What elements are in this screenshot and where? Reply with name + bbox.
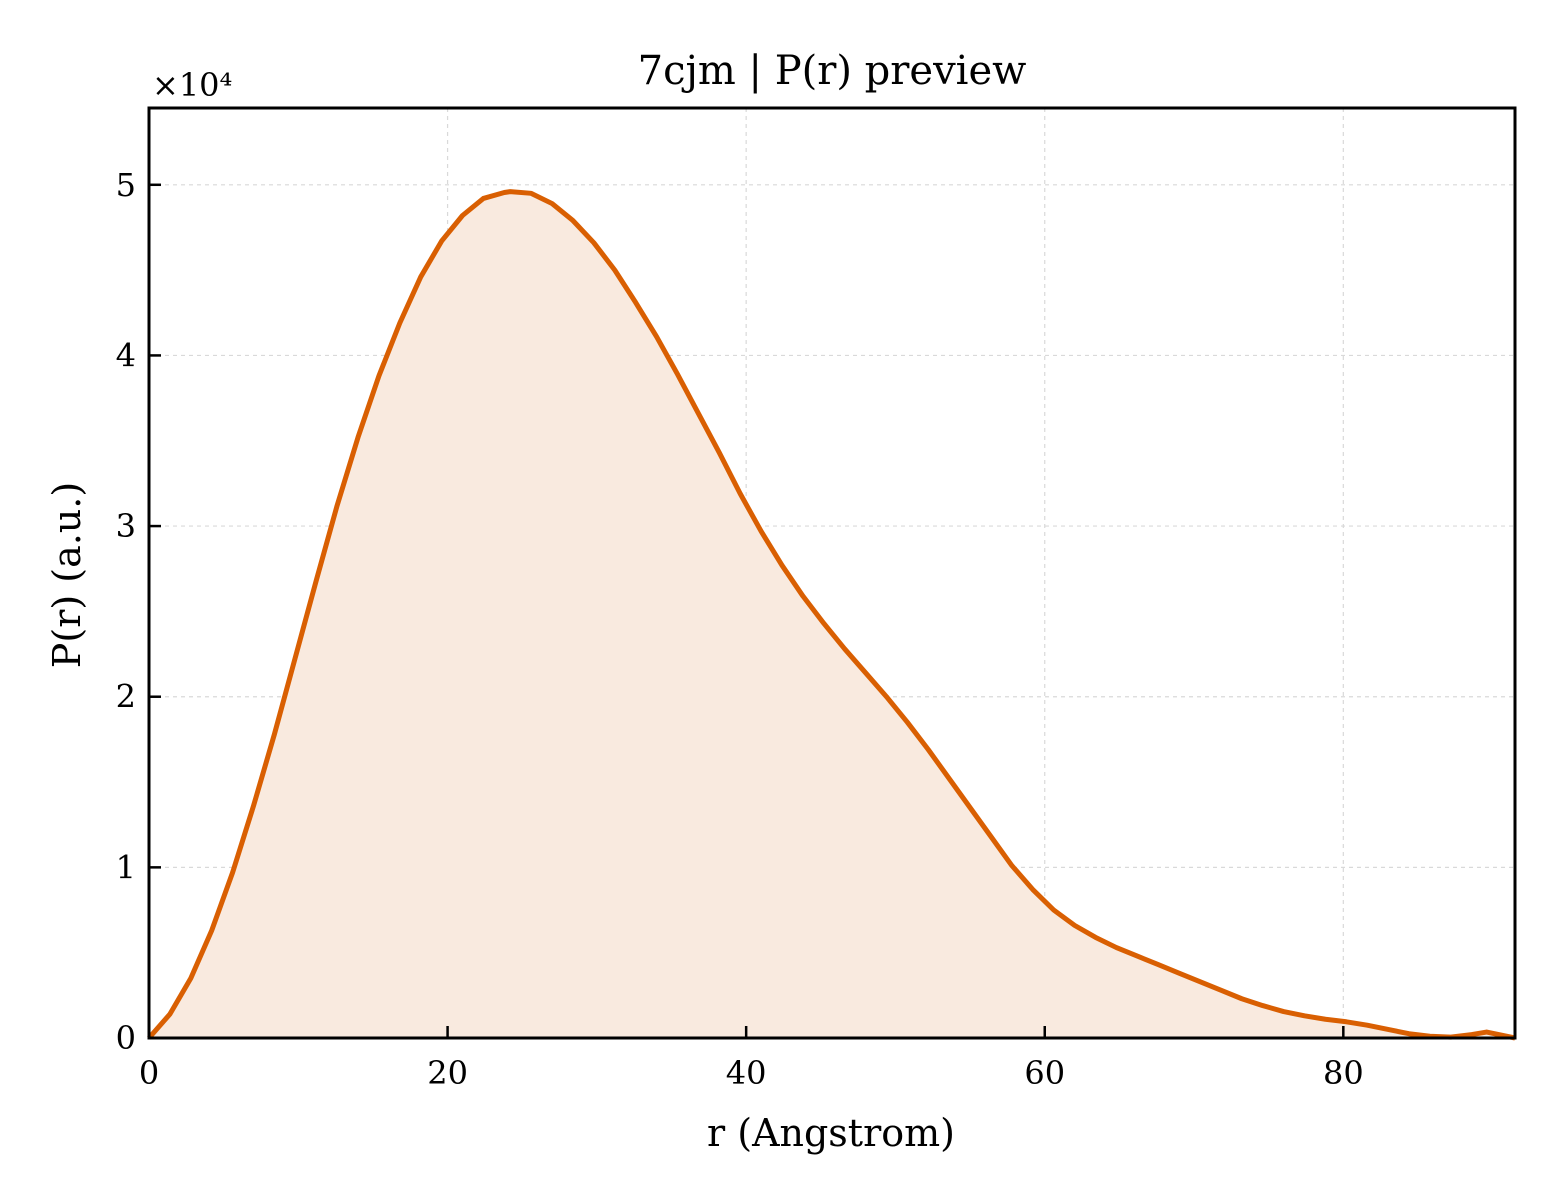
x-tick-label: 20 bbox=[427, 1054, 468, 1092]
x-tick-label: 0 bbox=[139, 1054, 159, 1092]
axis-ticks: 0 20 40 60 80 0 1 2 3 4 5 bbox=[116, 166, 1364, 1092]
x-axis-label: r (Angstrom) bbox=[707, 1111, 955, 1155]
y-multiplier-label: ×10⁴ bbox=[152, 66, 232, 104]
x-tick-label: 40 bbox=[726, 1054, 767, 1092]
y-tick-label: 5 bbox=[116, 166, 136, 204]
y-tick-label: 2 bbox=[116, 678, 136, 716]
y-tick-label: 3 bbox=[116, 507, 136, 545]
x-tick-label: 80 bbox=[1323, 1054, 1364, 1092]
y-tick-label: 4 bbox=[116, 336, 136, 374]
y-tick-label: 0 bbox=[116, 1019, 136, 1057]
plot-frame bbox=[147, 106, 1517, 1040]
chart-title: 7cjm | P(r) preview bbox=[638, 48, 1027, 94]
x-tick-label: 60 bbox=[1024, 1054, 1065, 1092]
series-area-fill bbox=[149, 191, 1515, 1039]
y-tick-label: 1 bbox=[116, 848, 136, 886]
y-axis-label: P(r) (a.u.) bbox=[45, 482, 89, 668]
series-line bbox=[147, 189, 1516, 1041]
